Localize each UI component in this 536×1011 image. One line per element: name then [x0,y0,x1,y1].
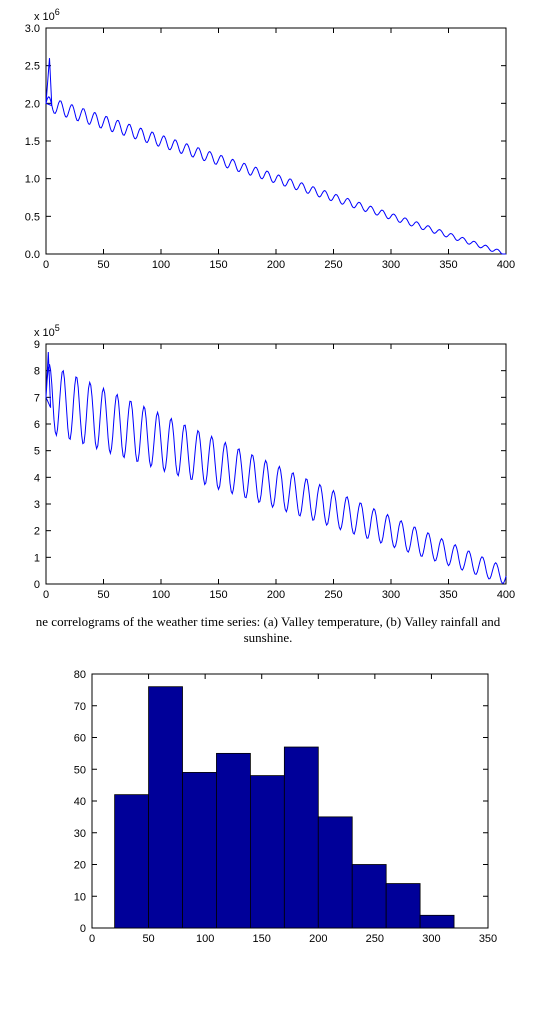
svg-text:4: 4 [34,472,40,484]
correlogram-b: 0 50 100 150 200 250 300 350 400 0 1 2 3 4 5 6 7 8 9x 105 [0,316,536,612]
histogram-sunshine: 0 50 100 150 200 250 300 350 0 10 20 30 40 50 60 70 80 [0,660,536,956]
svg-text:100: 100 [152,589,170,601]
svg-text:400: 400 [497,589,515,601]
svg-text:200: 200 [309,933,327,945]
svg-text:100: 100 [196,933,214,945]
svg-text:300: 300 [382,259,400,271]
svg-text:1: 1 [34,552,40,564]
svg-text:0.0: 0.0 [25,249,40,261]
svg-text:2: 2 [34,526,40,538]
svg-text:0: 0 [80,923,86,935]
svg-text:150: 150 [253,933,271,945]
svg-text:250: 250 [366,933,384,945]
svg-text:200: 200 [267,259,285,271]
svg-text:7: 7 [34,392,40,404]
svg-text:100: 100 [152,259,170,271]
svg-text:3.0: 3.0 [25,23,40,35]
svg-text:40: 40 [74,796,86,808]
svg-text:10: 10 [74,891,86,903]
svg-text:6: 6 [34,419,40,431]
svg-text:0: 0 [43,259,49,271]
svg-text:50: 50 [97,589,109,601]
svg-text:0: 0 [89,933,95,945]
svg-text:70: 70 [74,701,86,713]
svg-text:50: 50 [74,764,86,776]
svg-text:50: 50 [97,259,109,271]
svg-text:60: 60 [74,733,86,745]
svg-text:350: 350 [479,933,497,945]
svg-text:2.0: 2.0 [25,98,40,110]
svg-text:150: 150 [209,589,227,601]
svg-text:x 106: x 106 [34,7,60,23]
caption-line-2: sunshine. [244,630,293,645]
svg-text:8: 8 [34,366,40,378]
svg-text:250: 250 [324,259,342,271]
svg-text:0.5: 0.5 [25,211,40,223]
svg-text:9: 9 [34,339,40,351]
svg-text:350: 350 [439,589,457,601]
svg-text:1.5: 1.5 [25,136,40,148]
svg-text:400: 400 [497,259,515,271]
svg-text:2.5: 2.5 [25,61,40,73]
svg-text:350: 350 [439,259,457,271]
svg-text:20: 20 [74,860,86,872]
svg-text:30: 30 [74,828,86,840]
svg-text:300: 300 [422,933,440,945]
svg-text:0: 0 [43,589,49,601]
svg-text:300: 300 [382,589,400,601]
svg-text:0: 0 [34,579,40,591]
svg-text:1.0: 1.0 [25,174,40,186]
svg-text:x 105: x 105 [34,323,60,339]
svg-text:200: 200 [267,589,285,601]
figure-caption: ne correlograms of the weather time seri… [0,612,536,652]
svg-text:50: 50 [142,933,154,945]
svg-text:3: 3 [34,499,40,511]
svg-text:80: 80 [74,669,86,681]
correlogram-a: 0 50 100 150 200 250 300 350 400 0.0 0.5 1.0 1.5 2.0 2… [0,0,536,282]
svg-text:5: 5 [34,446,40,458]
caption-line-1: ne correlograms of the weather time seri… [36,614,500,629]
svg-text:250: 250 [324,589,342,601]
svg-text:150: 150 [209,259,227,271]
